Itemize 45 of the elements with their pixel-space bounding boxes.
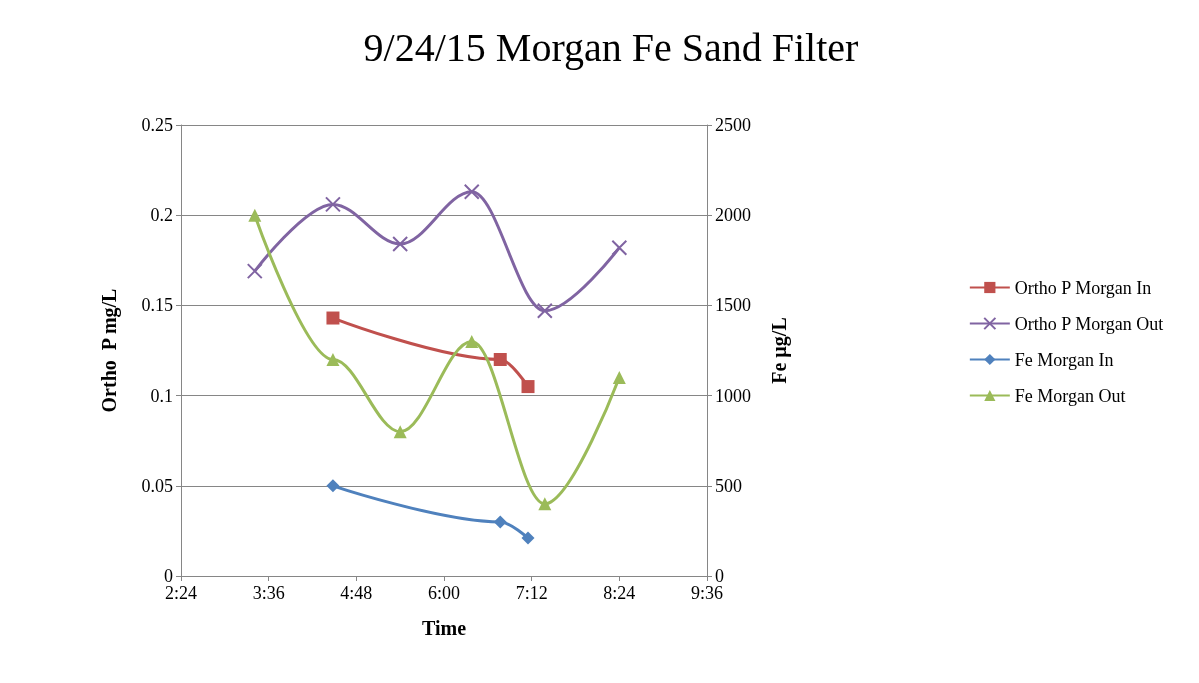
point: [326, 353, 340, 367]
x-tick-label: 7:12: [515, 583, 548, 603]
x-tick-label: 3:36: [252, 583, 285, 603]
y-tick-label: 0.2: [150, 205, 173, 226]
point: [536, 302, 553, 319]
legend-label: Ortho P Morgan Out: [1014, 313, 1164, 334]
y-tick-label: 0.05: [141, 475, 173, 496]
point: [463, 183, 480, 200]
x-tick-label: 9:36: [690, 583, 724, 603]
legend-label: Ortho P Morgan In: [1014, 277, 1152, 298]
point: [326, 479, 340, 493]
point: [493, 515, 507, 529]
y2-tick-label: 500: [715, 475, 742, 496]
legend-label: Fe Morgan Out: [1014, 385, 1126, 406]
y-tick-label: 0.15: [141, 295, 173, 316]
point: [493, 353, 507, 367]
point: [538, 497, 552, 511]
y-tick-label: 0.1: [150, 385, 173, 406]
point: [521, 531, 535, 545]
point: [324, 196, 341, 213]
y2-tick-label: 1500: [715, 295, 751, 316]
point: [392, 236, 409, 253]
y-axis-title: Ortho P mg/L: [98, 288, 121, 413]
x-tick-label: 8:24: [603, 583, 636, 603]
y-tick-label: 0: [164, 566, 173, 586]
point: [611, 239, 628, 256]
y2-tick-label: 1000: [715, 385, 751, 406]
x-tick-label: 4:48: [340, 583, 373, 603]
point: [612, 371, 626, 385]
y2-axis-title: Fe µg/L: [768, 317, 791, 384]
x-tick-label: 6:00: [427, 583, 461, 603]
y-tick-label: 0.25: [141, 115, 173, 135]
y2-tick-label: 2000: [715, 205, 751, 226]
chart-title: 9/24/15 Morgan Fe Sand Filter: [363, 24, 859, 70]
legend-label: Fe Morgan In: [1014, 349, 1114, 370]
point: [246, 263, 263, 280]
point: [465, 334, 479, 348]
point: [521, 380, 535, 394]
point: [393, 425, 407, 439]
x-tick-label: 2:24: [164, 583, 198, 603]
x-axis-title: Time: [421, 617, 467, 639]
point: [326, 311, 340, 325]
y2-tick-label: 2500: [715, 115, 751, 135]
point: [248, 208, 262, 222]
y2-tick-label: 0: [715, 566, 724, 586]
